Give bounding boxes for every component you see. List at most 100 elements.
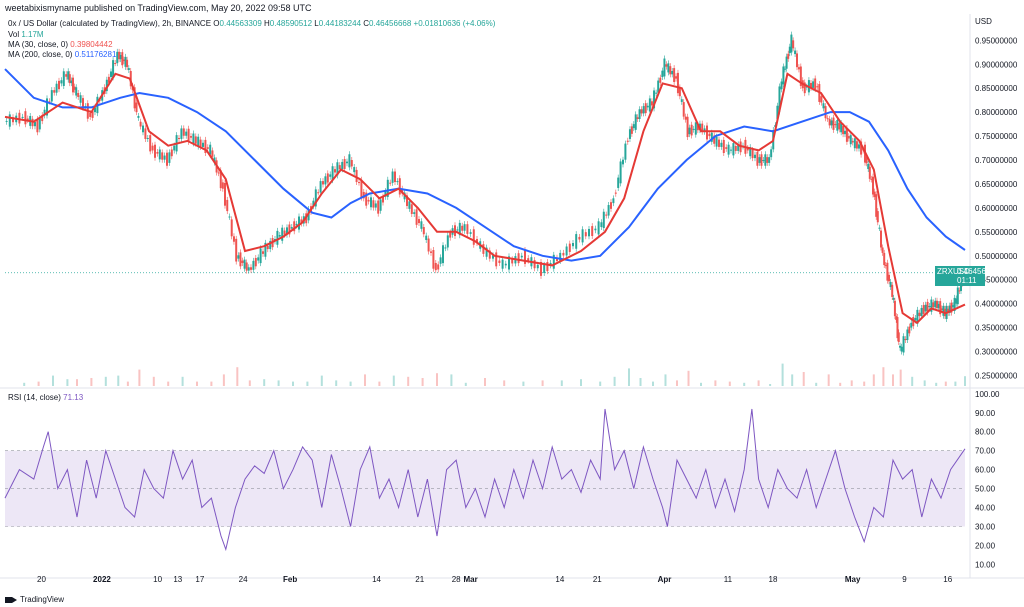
candle-body	[73, 86, 76, 90]
candle-body	[239, 252, 242, 267]
candle-body	[524, 250, 526, 264]
candle-body	[572, 243, 574, 247]
legend-l-label: L	[314, 19, 319, 28]
candle-body	[940, 308, 943, 311]
candle-body	[168, 152, 171, 163]
candle-body	[163, 155, 166, 160]
candle-body	[845, 127, 848, 142]
candle-body	[816, 86, 819, 88]
price-tick-label: 0.30000000	[975, 348, 1018, 357]
volume-bar	[560, 380, 563, 386]
candle-body	[365, 192, 368, 206]
legend-c-label: C	[363, 19, 370, 28]
price-tick-label: 0.95000000	[975, 36, 1018, 45]
candle-body	[886, 262, 889, 281]
candle-body	[394, 171, 396, 183]
candle-body	[199, 139, 202, 147]
candle-body	[360, 179, 363, 198]
candle-body	[228, 216, 231, 218]
time-tick-label: 14	[372, 575, 381, 584]
candle-body	[922, 305, 925, 315]
candle-body	[814, 78, 817, 90]
volume-bar	[964, 376, 966, 386]
candle-body	[822, 103, 825, 109]
candle-body	[638, 109, 641, 120]
candle-body	[926, 301, 929, 313]
volume-bar	[652, 381, 654, 386]
candle-body	[374, 203, 377, 208]
candle-body	[860, 141, 863, 155]
volume-bar	[676, 380, 678, 386]
candle-body	[540, 262, 542, 276]
volume-bar	[599, 381, 602, 386]
candle-body	[454, 225, 456, 236]
candle-body	[799, 66, 802, 86]
candle-body	[38, 118, 41, 130]
volume-bar	[839, 382, 842, 386]
candle-body	[766, 157, 769, 163]
candle-body	[53, 90, 56, 93]
candle-body	[710, 132, 713, 142]
candle-body	[536, 264, 539, 269]
candle-body	[930, 299, 933, 312]
candle-body	[286, 227, 288, 235]
time-tick-label: 11	[724, 575, 733, 584]
candle-body	[243, 259, 246, 269]
candle-body	[472, 229, 475, 245]
candle-body	[79, 95, 82, 103]
candle-body	[646, 105, 649, 108]
price-tick-label: 0.80000000	[975, 108, 1018, 117]
candle-body	[60, 80, 63, 84]
candle-body	[865, 156, 868, 164]
candle-body	[810, 82, 812, 88]
volume-bar	[66, 379, 69, 386]
candle-body	[232, 236, 235, 242]
candle-body	[247, 267, 250, 271]
candle-body	[718, 139, 720, 147]
candle-body	[211, 150, 214, 157]
footer-brand: TradingView	[5, 595, 64, 604]
candle-body	[812, 81, 815, 88]
rsi-tick-label: 60.00	[975, 466, 996, 475]
candle-body	[790, 34, 793, 53]
candle-body	[8, 114, 11, 127]
volume-bar	[292, 381, 294, 386]
volume-bar	[541, 380, 544, 386]
candle-body	[928, 306, 931, 308]
candle-body	[614, 192, 617, 194]
candle-body	[673, 68, 676, 82]
volume-bar	[196, 381, 198, 386]
candle-body	[133, 87, 136, 109]
volume-bar	[892, 374, 894, 386]
candle-body	[331, 166, 334, 181]
time-tick-label: Mar	[463, 575, 477, 584]
candle-body	[235, 238, 238, 262]
candle-body	[546, 262, 549, 272]
rsi-tick-label: 10.00	[975, 560, 996, 569]
candle-body	[676, 72, 679, 94]
candle-body	[317, 192, 320, 194]
candle-body	[94, 107, 96, 113]
candle-body	[511, 259, 514, 264]
candle-body	[166, 152, 168, 166]
candle-body	[824, 106, 827, 119]
candle-body	[257, 257, 260, 261]
candle-body	[300, 219, 303, 224]
candle-body	[139, 121, 142, 127]
candle-body	[485, 247, 488, 257]
candle-body	[382, 196, 384, 203]
legend-rsi-row: RSI (14, close) 71.13	[8, 393, 83, 402]
candle-body	[588, 228, 590, 237]
candle-body	[396, 181, 399, 183]
candle-body	[607, 205, 610, 216]
candle-body	[900, 346, 903, 352]
candle-body	[492, 255, 494, 259]
candle-body	[178, 138, 180, 139]
candle-body	[112, 60, 115, 78]
candle-body	[226, 199, 229, 212]
candle-body	[422, 227, 425, 235]
legend-o-value: 0.44563309	[219, 19, 262, 28]
candle-body	[876, 211, 879, 223]
candle-body	[114, 62, 117, 64]
